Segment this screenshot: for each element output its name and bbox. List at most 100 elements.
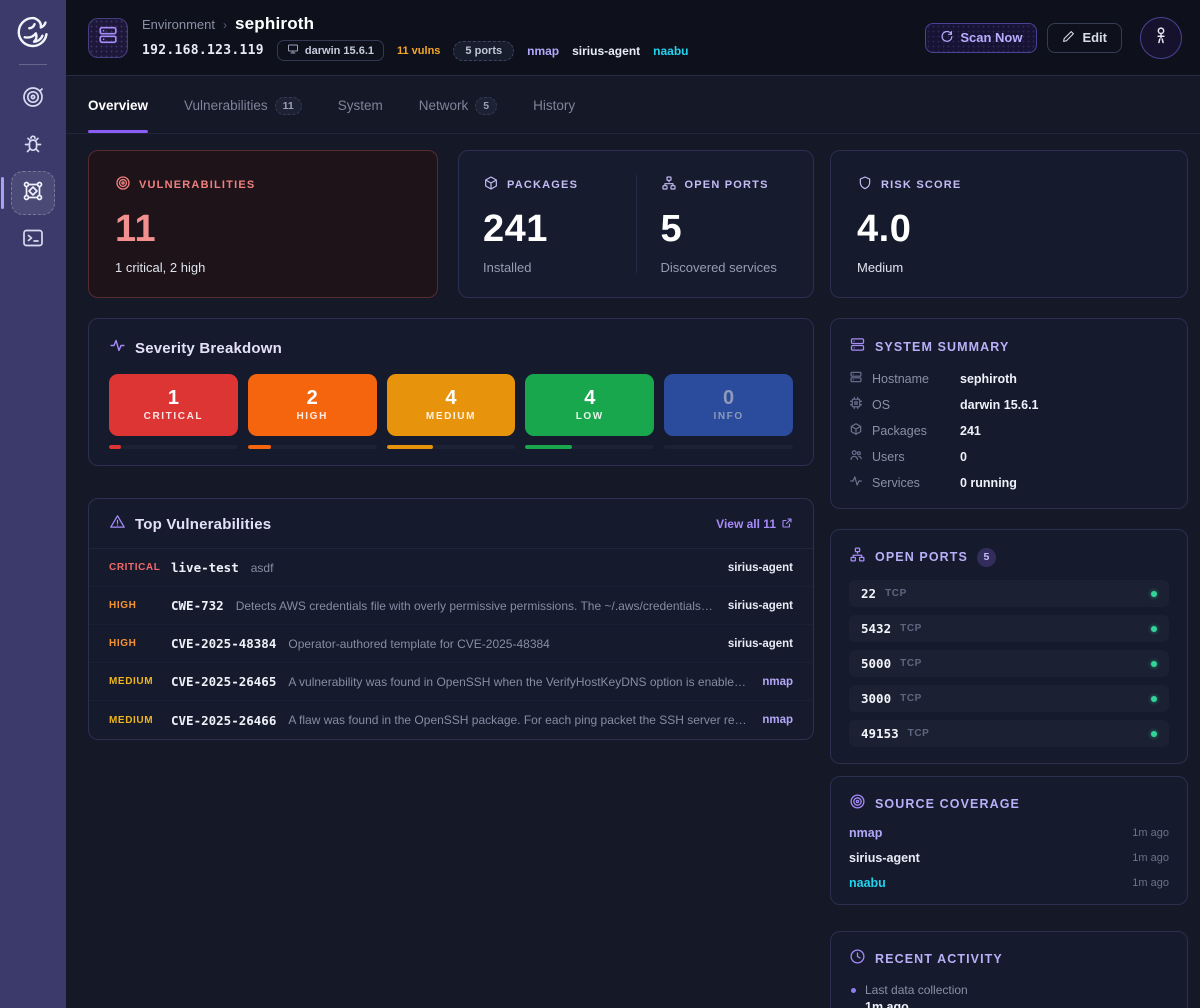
row-source: sirius-agent — [727, 637, 793, 650]
port-status-dot — [1151, 695, 1157, 702]
risk-score-card: RISK SCORE 4.0 Medium — [830, 150, 1188, 298]
pencil-icon — [1062, 30, 1075, 46]
content: VULNERABILITIES 11 1 critical, 2 high — [66, 134, 1200, 1008]
vulnerabilities-count: 11 — [115, 208, 157, 250]
port-row[interactable]: 5000 TCP — [849, 650, 1169, 677]
warning-triangle-icon — [109, 513, 126, 535]
vulnerability-row[interactable]: HIGH CVE-2025-48384 Operator-authored te… — [89, 625, 813, 663]
summary-row-users: Users 0 — [849, 448, 1169, 465]
port-row[interactable]: 5432 TCP — [849, 615, 1169, 642]
sidebar-item-vulnerabilities[interactable] — [11, 124, 55, 168]
packages-stat-header: PACKAGES — [483, 175, 612, 194]
sidebar-item-terminal[interactable] — [11, 218, 55, 262]
summary-row-services: Services 0 running — [849, 474, 1169, 491]
source-row-naabu[interactable]: naabu 1m ago — [849, 876, 1169, 890]
os-badge: darwin 15.6.1 — [276, 40, 384, 61]
tab-vulnerabilities[interactable]: Vulnerabilities 11 — [184, 90, 302, 133]
source-row-nmap[interactable]: nmap 1m ago — [849, 826, 1169, 840]
bullseye-icon — [849, 793, 866, 815]
view-all-link[interactable]: View all 11 — [716, 517, 793, 532]
system-summary-rows: Hostname sephiroth OS darwin 15.6.1 — [849, 370, 1169, 491]
tab-network[interactable]: Network 5 — [419, 90, 498, 133]
port-status-dot — [1151, 730, 1157, 737]
vulnerability-row[interactable]: MEDIUM CVE-2025-26465 A vulnerability wa… — [89, 663, 813, 701]
source-row-sirius-agent[interactable]: sirius-agent 1m ago — [849, 851, 1169, 865]
vulnerability-row[interactable]: CRITICAL live-test asdf sirius-agent — [89, 549, 813, 587]
vulnerability-row[interactable]: MEDIUM CVE-2025-26466 A flaw was found i… — [89, 701, 813, 739]
page-title: sephiroth — [234, 14, 315, 33]
header-actions: Scan Now Edit — [925, 16, 1182, 59]
source-coverage-panel: SOURCE COVERAGE nmap 1m ago sirius-agent… — [830, 776, 1188, 905]
row-source: nmap — [762, 675, 793, 688]
host-avatar — [88, 17, 128, 58]
system-summary-title: SYSTEM SUMMARY — [875, 340, 1010, 354]
open-ports-title: OPEN PORTS — [875, 550, 968, 564]
severity-cell-high[interactable]: 2 HIGH — [247, 374, 377, 449]
low-label: LOW — [575, 411, 604, 422]
source-tag-nmap: nmap — [527, 43, 560, 58]
source-list: nmap 1m ago sirius-agent 1m ago naabu 1m… — [849, 826, 1169, 890]
port-row[interactable]: 3000 TCP — [849, 685, 1169, 712]
tab-system[interactable]: System — [337, 98, 383, 113]
monitor-icon — [287, 43, 299, 58]
summary-row-hostname: Hostname sephiroth — [849, 370, 1169, 387]
risk-score-value: 4.0 — [857, 208, 912, 250]
hierarchy-icon — [849, 546, 866, 568]
host-meta: 192.168.123.119 darwin 15.6.1 11 vulns 5… — [142, 40, 925, 61]
bug-icon — [21, 132, 45, 161]
severity-cell-info[interactable]: 0 INFO — [664, 374, 793, 449]
info-count: 0 — [723, 387, 735, 409]
row-id: CVE-2025-26465 — [171, 674, 277, 689]
tabbar: Overview Vulnerabilities 11 System Netwo… — [66, 76, 1200, 134]
host-info: Environment › sephiroth 192.168.123.119 … — [142, 14, 925, 61]
activity-item-last-collection: Last data collection 1m ago — [849, 983, 1169, 1008]
source-tag-sirius-agent: sirius-agent — [572, 43, 641, 58]
port-row[interactable]: 49153 TCP — [849, 720, 1169, 747]
high-label: HIGH — [296, 411, 328, 422]
severity-cell-low[interactable]: 4 LOW — [525, 374, 655, 449]
vulnerabilities-stat-card[interactable]: VULNERABILITIES 11 1 critical, 2 high — [88, 150, 438, 298]
row-description: Detects AWS credentials file with overly… — [235, 598, 714, 613]
risk-score-header: RISK SCORE — [857, 175, 1161, 194]
vulnerability-row[interactable]: HIGH CWE-732 Detects AWS credentials fil… — [89, 587, 813, 625]
open-ports-badge: 5 — [976, 547, 996, 567]
row-severity: HIGH — [109, 638, 137, 649]
tab-overview[interactable]: Overview — [88, 90, 149, 133]
astronaut-icon — [1151, 25, 1171, 50]
row-source: nmap — [762, 714, 793, 726]
severity-cell-medium[interactable]: 4 MEDIUM — [386, 374, 516, 449]
critical-count: 1 — [167, 387, 179, 409]
user-avatar[interactable] — [1140, 16, 1182, 59]
breadcrumb-environment[interactable]: Environment — [142, 17, 215, 32]
packages-stat[interactable]: PACKAGES 241 Installed — [459, 175, 636, 275]
activity-icon — [109, 337, 126, 359]
scan-now-button[interactable]: Scan Now — [925, 22, 1038, 53]
high-count: 2 — [306, 387, 318, 409]
open-ports-stat[interactable]: OPEN PORTS 5 Discovered services — [635, 175, 814, 275]
active-indicator — [1, 177, 4, 209]
target-icon — [21, 85, 45, 114]
breadcrumb-separator: › — [222, 18, 227, 32]
sidebar-item-environment[interactable] — [1, 171, 55, 215]
info-bar — [664, 445, 793, 449]
open-ports-stat-header: OPEN PORTS — [661, 175, 790, 194]
breadcrumb: Environment › sephiroth — [142, 14, 925, 34]
row-severity: CRITICAL — [109, 562, 161, 573]
port-row[interactable]: 22 TCP — [849, 580, 1169, 607]
severity-cell-critical[interactable]: 1 CRITICAL — [109, 374, 238, 449]
external-link-icon — [781, 517, 793, 532]
tab-history[interactable]: History — [533, 98, 576, 113]
row-description: A flaw was found in the OpenSSH package.… — [288, 713, 748, 727]
severity-breakdown-title: Severity Breakdown — [135, 339, 282, 357]
sidebar-item-scan[interactable] — [11, 77, 55, 121]
package-icon — [483, 175, 499, 194]
vulns-count-badge: 11 vulns — [397, 44, 441, 57]
row-id: CVE-2025-26466 — [171, 712, 277, 728]
sirius-logo[interactable] — [11, 12, 55, 56]
system-summary-panel: SYSTEM SUMMARY Hostname sephiroth — [830, 318, 1188, 509]
clock-icon — [849, 948, 866, 970]
activity-icon — [849, 474, 872, 491]
top-vulnerabilities-title: Top Vulnerabilities — [135, 515, 272, 533]
edit-button[interactable]: Edit — [1047, 22, 1122, 53]
row-severity: HIGH — [109, 600, 137, 611]
